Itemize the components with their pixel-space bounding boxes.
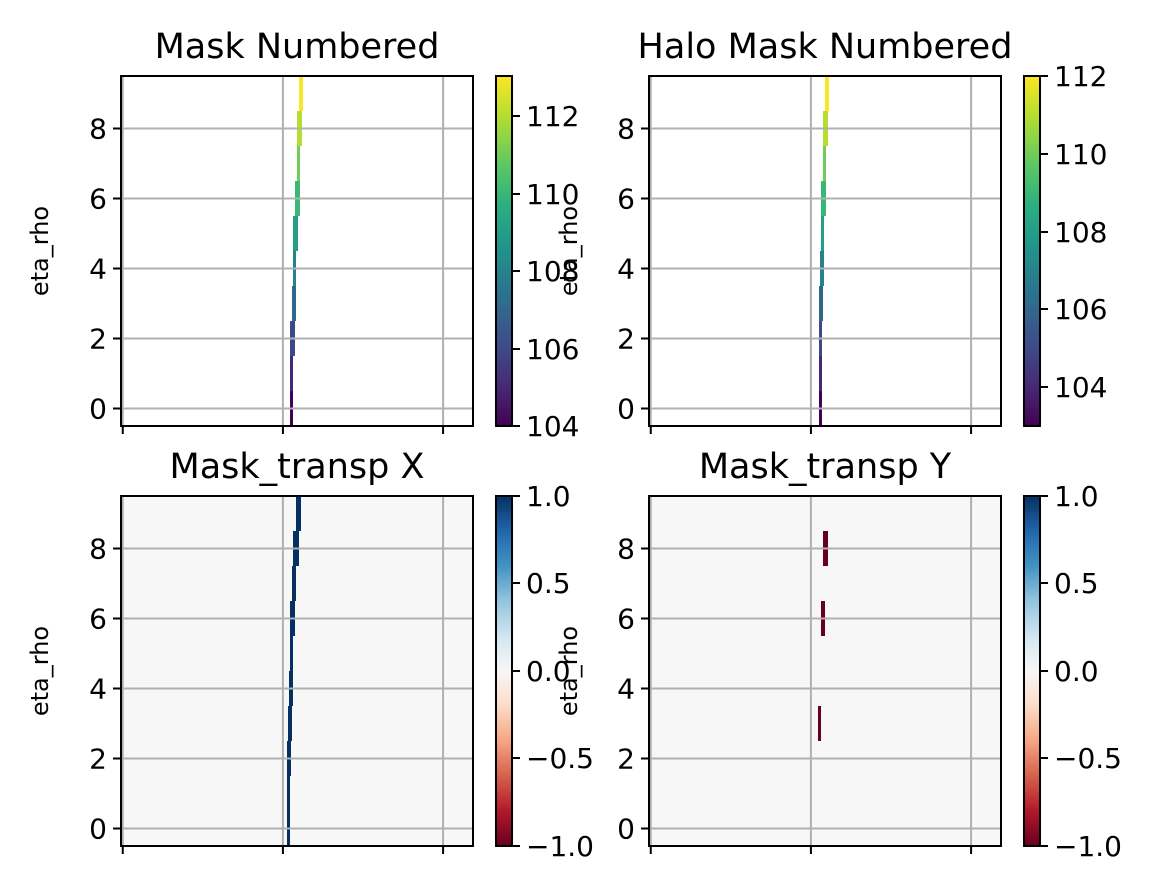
y-tick-label: 6 [89, 603, 107, 636]
y-tick-label: 6 [617, 183, 635, 216]
colorbar-tick-label: 106 [1054, 293, 1107, 326]
heatmap-cell [299, 76, 303, 111]
y-tick-label: 8 [89, 113, 107, 146]
y-tick-label: 4 [617, 253, 635, 286]
colorbar-frame [495, 75, 513, 427]
colorbar-tick-label: 112 [1054, 60, 1107, 93]
axes-frame [120, 75, 474, 427]
heatmap-cell [819, 286, 823, 321]
heatmap-cell [292, 286, 296, 321]
colorbar-tick-label: 0.0 [1054, 655, 1099, 688]
y-tick-label: 8 [617, 113, 635, 146]
colorbar-tick-label: 108 [526, 255, 579, 288]
y-tick-label: 2 [89, 323, 107, 356]
colorbar-tick-label: 110 [1054, 138, 1107, 171]
y-axis-label: eta_rho [555, 626, 583, 716]
colorbar-tick-label: −1.0 [526, 830, 594, 863]
y-tick-label: 0 [617, 813, 635, 846]
y-tick-label: 2 [617, 323, 635, 356]
chart-title: Mask_transp Y [699, 447, 952, 487]
y-tick-label: 6 [617, 603, 635, 636]
y-axis-label: eta_rho [26, 626, 54, 716]
colorbar-tick-label: 104 [526, 410, 579, 443]
heatmap-cell [288, 706, 292, 741]
chart-panel-3: 0 2 4 6 8 Mask_transp X eta_rho −1.0 −0.5 0.0 0.5 1… [26, 447, 594, 863]
y-axis-label: eta_rho [26, 206, 54, 296]
heatmap-cell [290, 356, 293, 391]
y-tick-label: 4 [617, 673, 635, 706]
colorbar-tick-label: −0.5 [1054, 742, 1122, 775]
colorbar-tick-label: 0.0 [526, 655, 571, 688]
y-tick-label: 0 [89, 813, 107, 846]
axes-frame [648, 495, 1002, 847]
axes-frame [648, 75, 1002, 427]
y-axis-label: eta_rho [555, 206, 583, 296]
colorbar-tick-label: 108 [1054, 216, 1107, 249]
heatmap-cell [818, 706, 821, 741]
y-tick-label: 0 [89, 393, 107, 426]
chart-title: Mask Numbered [155, 27, 440, 67]
colorbar-tick-label: 104 [1054, 371, 1107, 404]
y-tick-label: 8 [89, 533, 107, 566]
heatmap-cell [819, 356, 822, 391]
y-tick-label: 6 [89, 183, 107, 216]
heatmap-cell [293, 216, 298, 251]
colorbar-tick-label: 110 [526, 178, 579, 211]
heatmap-cell [297, 146, 300, 181]
heatmap-cell [290, 636, 293, 671]
chart-title: Halo Mask Numbered [638, 27, 1013, 67]
colorbar [1024, 496, 1040, 846]
chart-panel-1: 0 2 4 6 8 Mask Numbered eta_rho 104 106 108 110 112 [26, 27, 579, 443]
y-tick-label: 8 [617, 533, 635, 566]
colorbar-tick-label: 1.0 [1054, 480, 1099, 513]
colorbar-tick-label: 0.5 [1054, 567, 1099, 600]
colorbar-tick-label: 1.0 [526, 480, 571, 513]
y-tick-label: 2 [89, 743, 107, 776]
colorbar [1024, 76, 1040, 426]
colorbar [496, 496, 512, 846]
heatmap-cell [821, 216, 824, 251]
y-tick-label: 4 [89, 253, 107, 286]
colorbar-tick-label: −1.0 [1054, 830, 1122, 863]
chart-panel-2: 0 2 4 6 8 Halo Mask Numbered eta_rho 104 106 108 1… [555, 27, 1107, 434]
colorbar-tick-label: −0.5 [526, 742, 594, 775]
y-tick-label: 4 [89, 673, 107, 706]
heatmap-cell [292, 566, 296, 601]
y-tick-label: 0 [617, 393, 635, 426]
heatmap-cell [287, 776, 290, 811]
colorbar [496, 76, 512, 426]
colorbar-tick-label: 112 [526, 100, 579, 133]
axes-frame [120, 495, 474, 847]
colorbar-tick-label: 106 [526, 333, 579, 366]
colorbar-tick-label: 0.5 [526, 567, 571, 600]
heatmap-cell [296, 496, 301, 531]
chart-title: Mask_transp X [170, 447, 425, 487]
y-tick-label: 2 [617, 743, 635, 776]
colorbar-frame [1023, 75, 1041, 427]
chart-panel-4: 0 2 4 6 8 Mask_transp Y eta_rho −1.0 −0.5 0.0 0.5 1… [555, 447, 1122, 863]
heatmap-cell [823, 146, 826, 181]
heatmap-cell [825, 76, 829, 111]
